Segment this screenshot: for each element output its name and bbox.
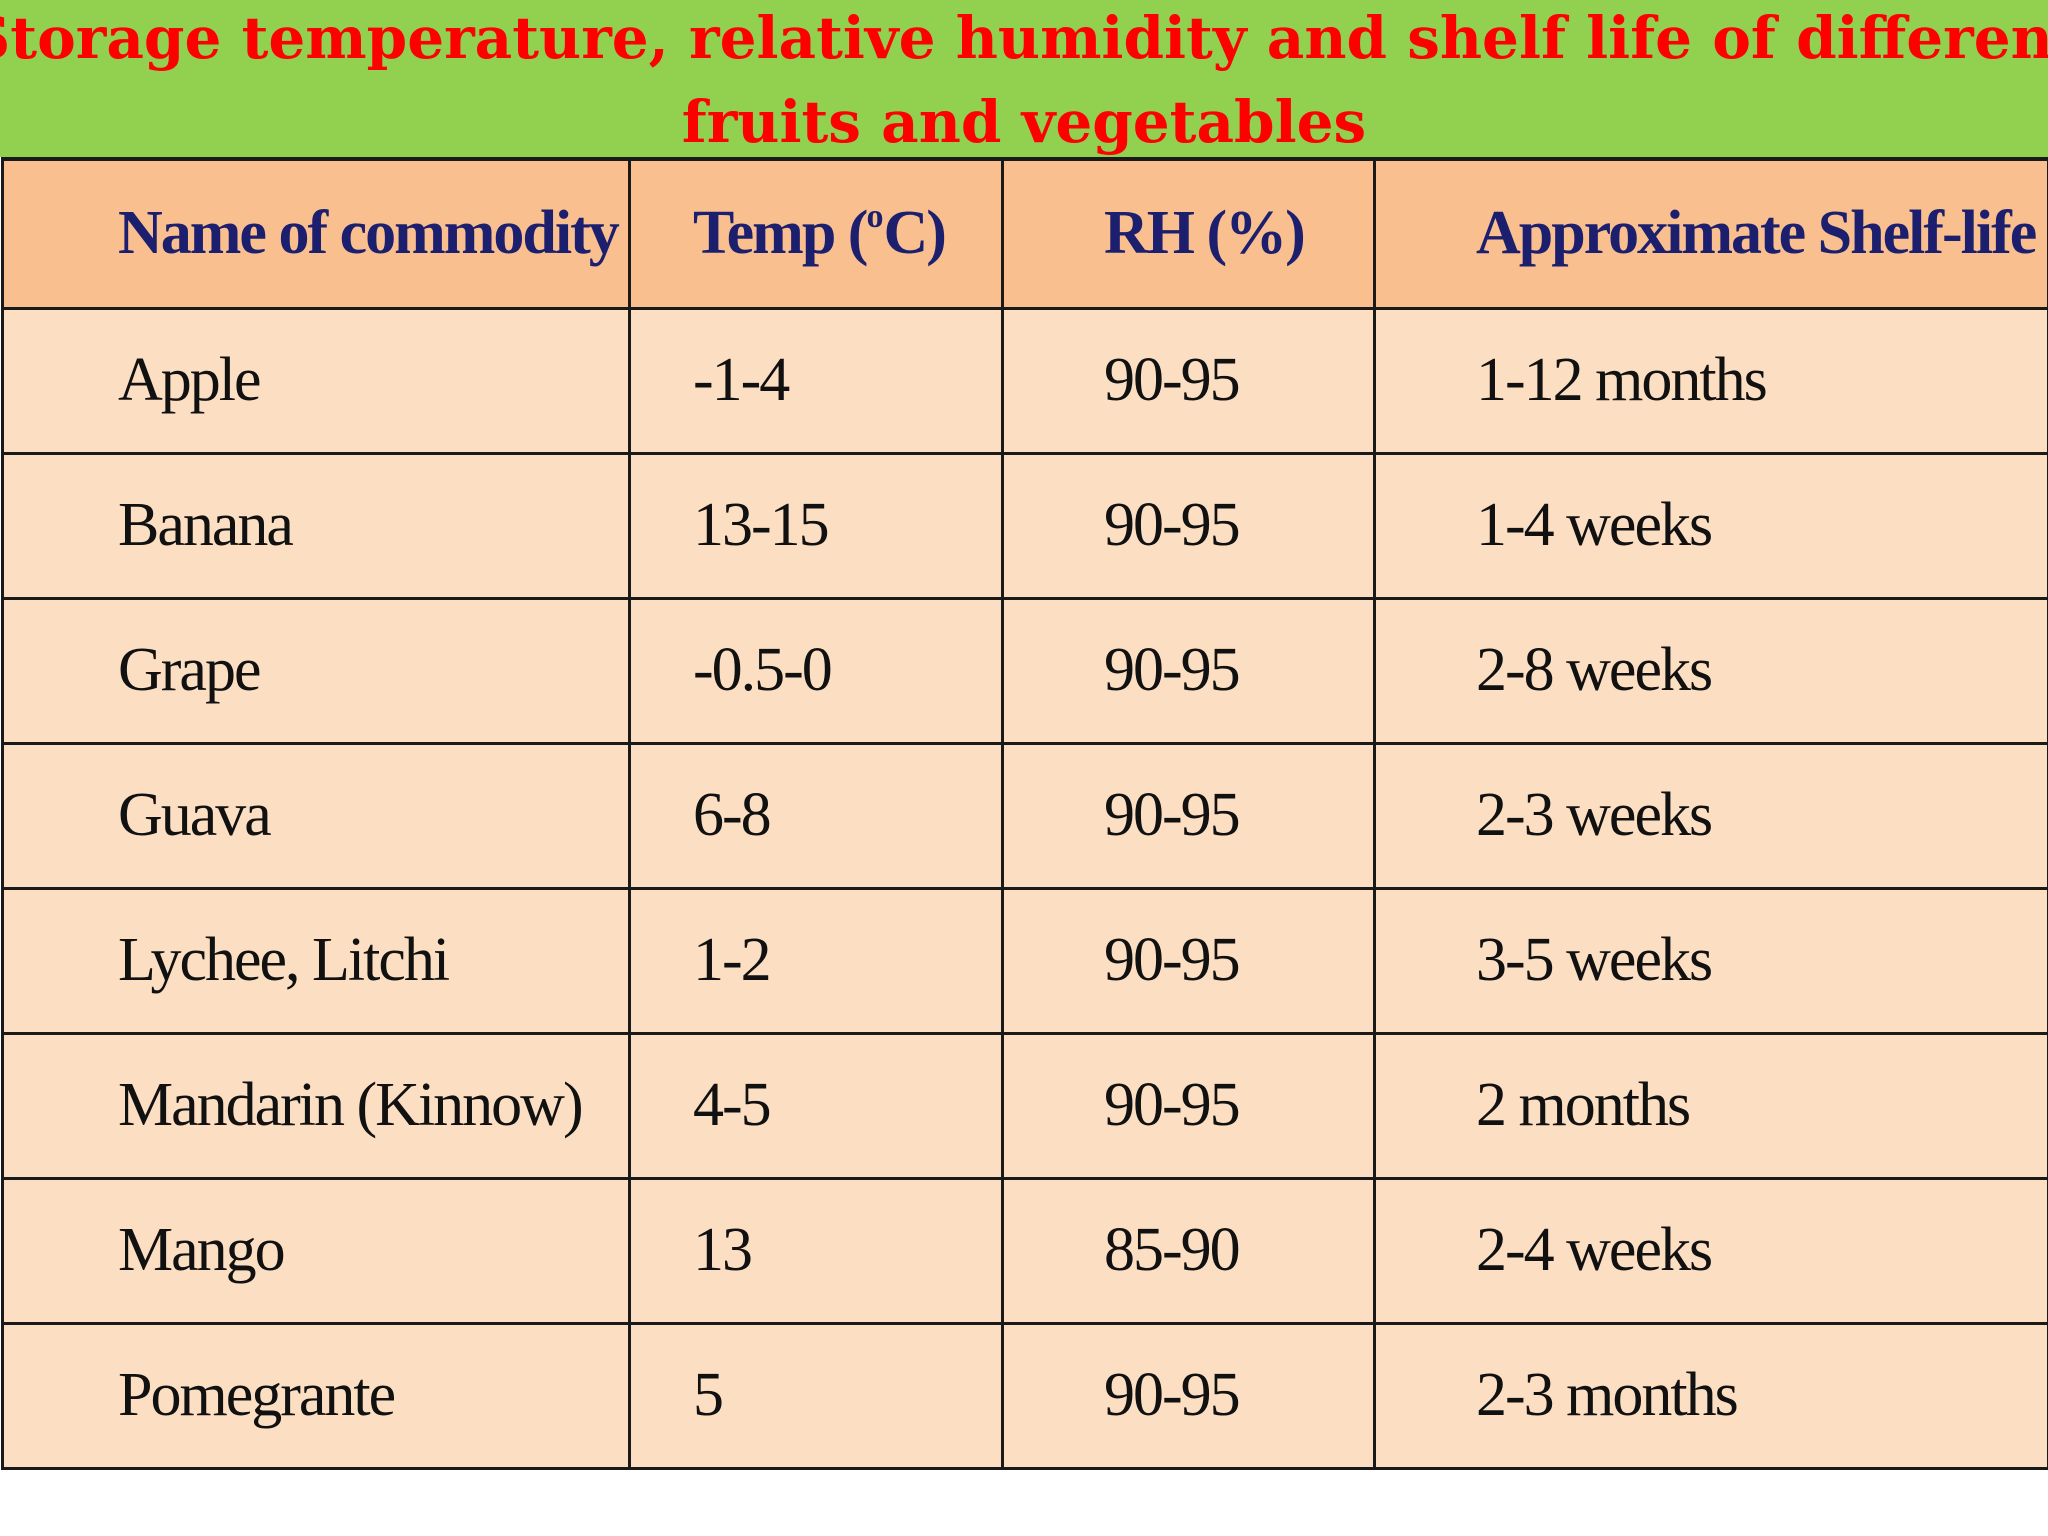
cell-rh: 90-95 [1001, 741, 1376, 890]
table-row: Guava 6-8 90-95 2-3 weeks [1, 741, 2048, 890]
cell-commodity: Mango [1, 1176, 631, 1325]
header-temp-prefix: Temp ( [693, 199, 868, 268]
cell-commodity: Mandarin (Kinnow) [1, 1031, 631, 1180]
header-temp: Temp (oC) [628, 157, 1004, 310]
cell-shelf-life: 2 months [1373, 1031, 2048, 1180]
table-row: Apple -1-4 90-95 1-12 months [1, 306, 2048, 455]
cell-temp: 6-8 [628, 741, 1004, 890]
title-line-2: fruits and vegetables [681, 87, 1367, 156]
cell-temp: 1-2 [628, 886, 1004, 1035]
table-row: Pomegrante 5 90-95 2-3 months [1, 1321, 2048, 1470]
table-row: Banana 13-15 90-95 1-4 weeks [1, 451, 2048, 600]
cell-shelf-life: 2-8 weeks [1373, 596, 2048, 745]
title-line-1: Storage temperature, relative humidity a… [0, 3, 2048, 72]
table-row: Lychee, Litchi 1-2 90-95 3-5 weeks [1, 886, 2048, 1035]
header-commodity: Name of commodity [1, 157, 631, 310]
cell-rh: 90-95 [1001, 1321, 1376, 1470]
header-rh: RH (%) [1001, 157, 1376, 310]
cell-commodity: Pomegrante [1, 1321, 631, 1470]
title-band: Storage temperature, relative humidity a… [0, 0, 2048, 157]
cell-temp: 13 [628, 1176, 1004, 1325]
table-row: Mandarin (Kinnow) 4-5 90-95 2 months [1, 1031, 2048, 1180]
cell-rh: 90-95 [1001, 886, 1376, 1035]
cell-rh: 90-95 [1001, 596, 1376, 745]
cell-commodity: Apple [1, 306, 631, 455]
cell-commodity: Guava [1, 741, 631, 890]
cell-commodity: Banana [1, 451, 631, 600]
cell-shelf-life: 1-4 weeks [1373, 451, 2048, 600]
cell-shelf-life: 2-3 months [1373, 1321, 2048, 1470]
cell-temp: -1-4 [628, 306, 1004, 455]
cell-rh: 90-95 [1001, 306, 1376, 455]
cell-rh: 90-95 [1001, 451, 1376, 600]
cell-rh: 85-90 [1001, 1176, 1376, 1325]
cell-commodity: Grape [1, 596, 631, 745]
cell-shelf-life: 3-5 weeks [1373, 886, 2048, 1035]
header-shelf-life: Approximate Shelf-life [1373, 157, 2048, 310]
cell-shelf-life: 2-3 weeks [1373, 741, 2048, 890]
cell-temp: -0.5-0 [628, 596, 1004, 745]
cell-shelf-life: 1-12 months [1373, 306, 2048, 455]
cell-temp: 4-5 [628, 1031, 1004, 1180]
cell-commodity: Lychee, Litchi [1, 886, 631, 1035]
header-temp-suffix: C) [883, 199, 946, 268]
table-row: Mango 13 85-90 2-4 weeks [1, 1176, 2048, 1325]
table-row: Grape -0.5-0 90-95 2-8 weeks [1, 596, 2048, 745]
header-row: Name of commodity Temp (oC) RH (%) Appro… [1, 157, 2048, 310]
storage-table: Name of commodity Temp (oC) RH (%) Appro… [1, 157, 2048, 1470]
cell-rh: 90-95 [1001, 1031, 1376, 1180]
cell-temp: 13-15 [628, 451, 1004, 600]
cell-temp: 5 [628, 1321, 1004, 1470]
storage-table-container: Name of commodity Temp (oC) RH (%) Appro… [0, 157, 2048, 1536]
cell-shelf-life: 2-4 weeks [1373, 1176, 2048, 1325]
degree-symbol: o [866, 198, 884, 236]
